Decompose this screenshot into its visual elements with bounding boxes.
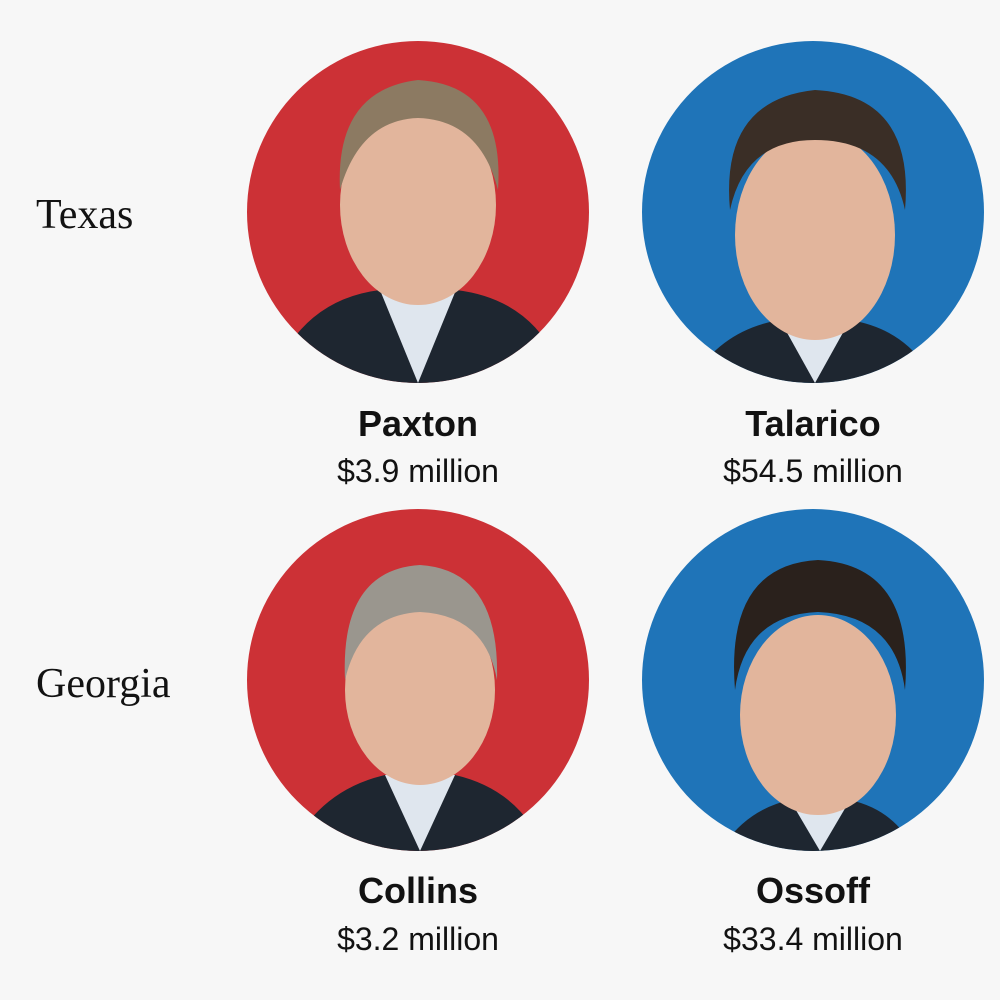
candidate-amount: $54.5 million xyxy=(723,453,903,489)
portrait xyxy=(642,509,984,851)
candidate-amount: $3.2 million xyxy=(337,921,499,957)
candidate-name: Collins xyxy=(358,870,478,911)
portrait xyxy=(247,41,589,383)
portrait xyxy=(642,41,984,383)
candidate-name: Talarico xyxy=(745,403,880,444)
candidate-amount: $33.4 million xyxy=(723,921,903,957)
portrait xyxy=(247,509,589,851)
state-label: Georgia xyxy=(36,661,171,707)
candidate-name: Ossoff xyxy=(756,870,871,911)
candidate-amount: $3.9 million xyxy=(337,453,499,489)
candidate-name: Paxton xyxy=(358,403,478,444)
state-label: Texas xyxy=(36,192,133,238)
